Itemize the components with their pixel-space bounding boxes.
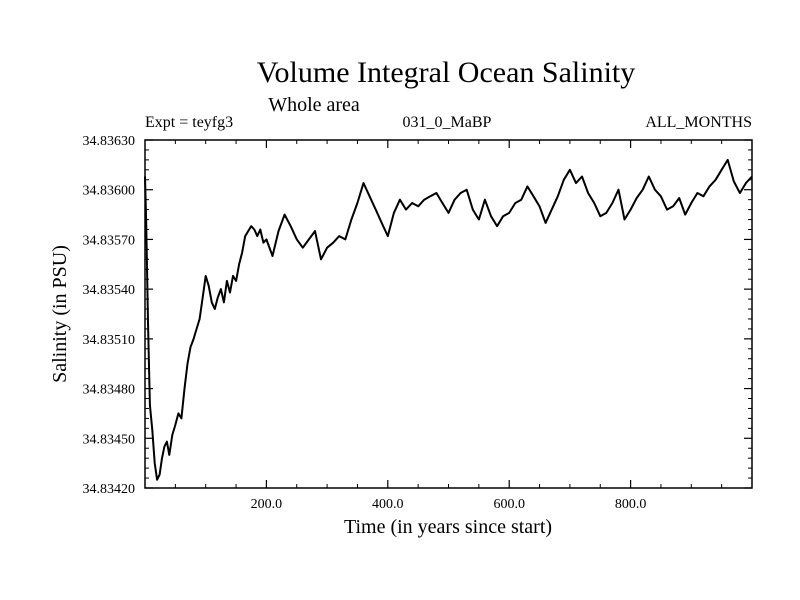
x-axis-label: Time (in years since start) <box>344 516 552 538</box>
y-tick-label: 34.83450 <box>83 432 136 447</box>
experiment-label: Expt = teyfg3 <box>145 114 233 131</box>
x-axis: 200.0 400.0 600.0 800.0 <box>144 140 753 512</box>
y-tick-label: 34.83600 <box>83 184 136 199</box>
y-tick-label: 34.83420 <box>83 482 136 497</box>
y-tick-label: 34.83630 <box>83 134 136 149</box>
run-label: 031_0_MaBP <box>403 114 492 131</box>
chart-title: Volume Integral Ocean Salinity <box>257 56 636 89</box>
plot-frame <box>144 139 753 489</box>
x-tick-label: 200.0 <box>251 497 283 512</box>
x-tick-label: 800.0 <box>615 497 647 512</box>
y-tick-label: 34.83480 <box>83 383 136 398</box>
y-axis: 34.83420 34.83450 34.83480 34.83510 34.83540… <box>83 134 752 497</box>
y-tick-label: 34.83510 <box>83 333 136 348</box>
salinity-series-line <box>144 158 753 481</box>
chart-subtitle: Whole area <box>268 94 360 116</box>
y-tick-label: 34.83570 <box>83 233 136 248</box>
y-axis-label: Salinity (in PSU) <box>49 245 71 383</box>
months-label: ALL_MONTHS <box>645 114 752 131</box>
x-tick-label: 400.0 <box>372 497 404 512</box>
x-tick-label: 600.0 <box>493 497 525 512</box>
y-tick-label: 34.83540 <box>83 283 136 298</box>
